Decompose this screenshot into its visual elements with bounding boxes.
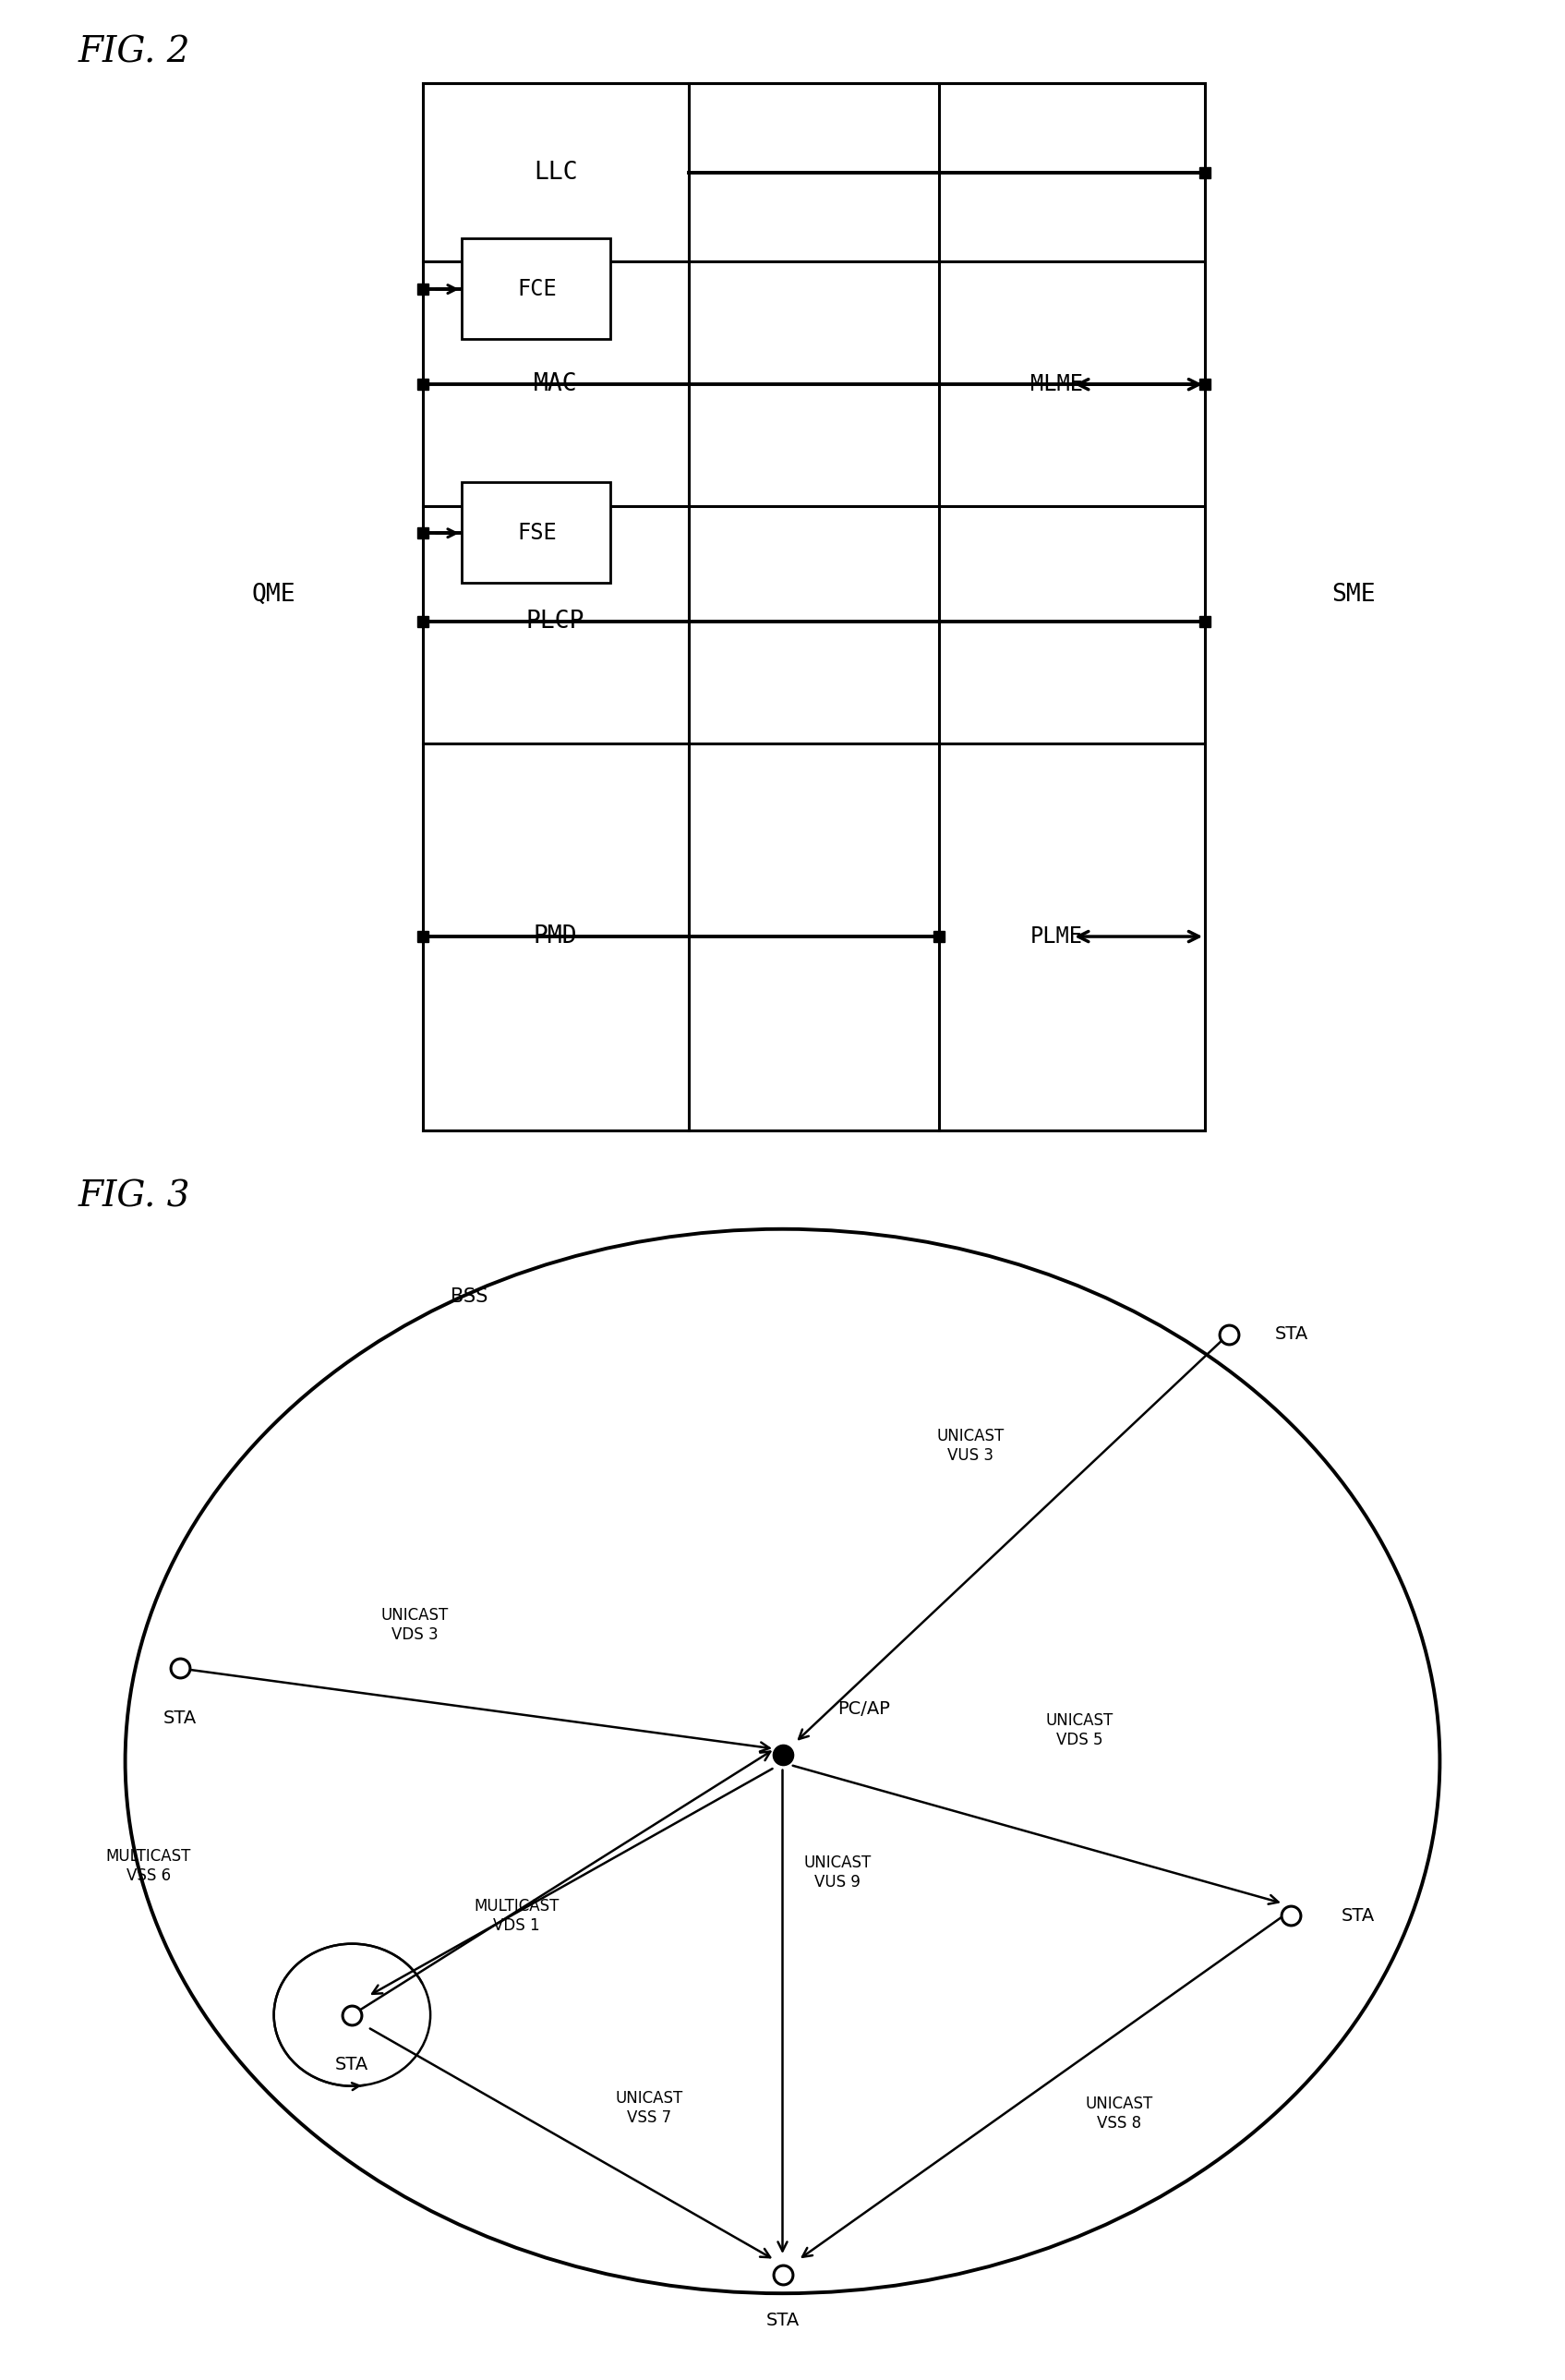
Text: FIG. 3: FIG. 3 — [78, 1180, 191, 1214]
Bar — [423, 83, 1205, 1130]
Text: PLME: PLME — [1030, 926, 1083, 947]
Text: STA: STA — [163, 1709, 197, 1725]
Text: MULTICAST
VDS 1: MULTICAST VDS 1 — [474, 1897, 559, 1935]
Text: UNICAST
VUS 9: UNICAST VUS 9 — [803, 1854, 872, 1890]
Ellipse shape — [125, 1228, 1440, 2294]
Text: PLCP: PLCP — [526, 609, 585, 633]
Bar — [462, 483, 610, 583]
Text: STA: STA — [765, 2311, 800, 2330]
Text: UNICAST
VDS 3: UNICAST VDS 3 — [380, 1607, 449, 1642]
Text: FCE: FCE — [516, 278, 557, 300]
Text: FIG. 2: FIG. 2 — [78, 36, 191, 69]
Text: STA: STA — [1274, 1326, 1308, 1342]
Text: STA: STA — [335, 2056, 369, 2073]
Text: PC/AP: PC/AP — [837, 1699, 890, 1718]
Bar — [462, 238, 610, 338]
Text: LLC: LLC — [534, 159, 577, 186]
Text: UNICAST
VSS 8: UNICAST VSS 8 — [1085, 2097, 1153, 2132]
Text: FSE: FSE — [516, 521, 557, 545]
Text: UNICAST
VUS 3: UNICAST VUS 3 — [936, 1428, 1005, 1464]
Text: MLME: MLME — [1030, 374, 1083, 395]
Text: PMD: PMD — [534, 923, 577, 950]
Text: SME: SME — [1332, 583, 1376, 607]
Text: MAC: MAC — [534, 371, 577, 397]
Text: BSS: BSS — [451, 1288, 488, 1307]
Text: STA: STA — [1341, 1906, 1376, 1925]
Text: MULTICAST
VSS 6: MULTICAST VSS 6 — [106, 1849, 191, 1885]
Text: QME: QME — [252, 583, 296, 607]
Text: UNICAST
VSS 7: UNICAST VSS 7 — [615, 2090, 684, 2125]
Text: UNICAST
VDS 5: UNICAST VDS 5 — [1045, 1711, 1114, 1749]
